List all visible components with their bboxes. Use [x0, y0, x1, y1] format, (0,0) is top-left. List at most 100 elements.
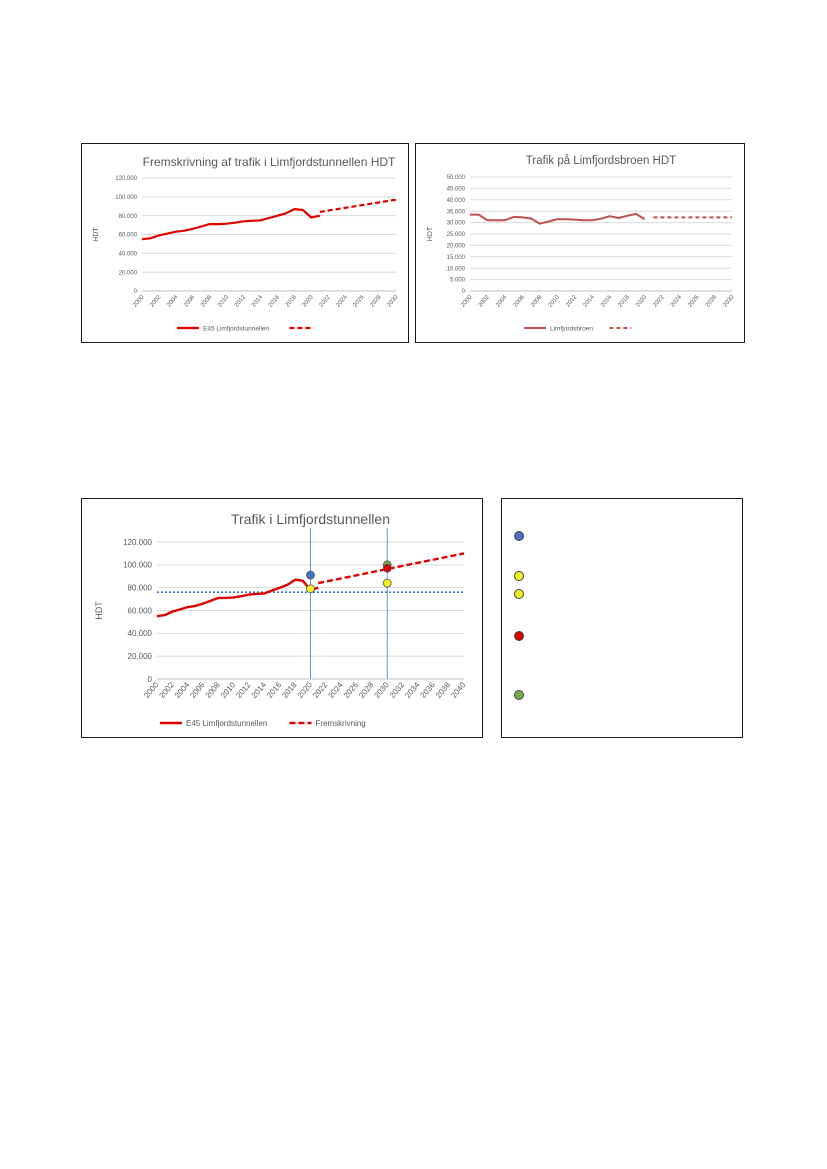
x-tick-label: 2026: [352, 294, 366, 309]
x-tick-label: 2020: [302, 294, 316, 309]
y-tick-label: 10.000: [447, 266, 466, 272]
x-tick-label: 2008: [204, 680, 223, 700]
x-tick-label: 2000: [460, 294, 474, 309]
x-tick-label: 2014: [250, 680, 269, 700]
legend-label: Fremskrivning: [316, 719, 366, 728]
chart-tunnel-projection-svg: Fremskrivning af trafik i Limfjordstunne…: [93, 155, 400, 332]
x-tick-label: 2006: [183, 294, 197, 309]
y-axis-label: HDT: [94, 601, 104, 620]
y-tick-label: 120.000: [115, 176, 137, 182]
x-tick-label: 2012: [234, 294, 248, 309]
chart-tunnel-traffic-svg: Trafik i Limfjordstunnellen 0 20.000 40.000…: [94, 511, 468, 728]
y-tick-label: 50.000: [447, 175, 466, 181]
x-tick-label: 2002: [478, 294, 492, 309]
x-tick-label: 2012: [565, 294, 579, 309]
series-line: [141, 207, 321, 241]
x-tick-label: 2002: [149, 294, 163, 309]
y-tick-label: 15.000: [447, 255, 466, 261]
x-tick-label: 2026: [342, 680, 361, 700]
x-tick-label: 2000: [132, 294, 146, 309]
chart-title: Trafik i Limfjordstunnellen: [231, 511, 390, 527]
x-tick-label: 2030: [386, 294, 400, 309]
y-tick-label: 25.000: [447, 232, 466, 238]
x-tick-label: 2010: [548, 294, 562, 309]
y-tick-label: 35.000: [447, 209, 466, 215]
y-tick-label: 30.000: [447, 221, 466, 227]
x-tick-label: 2024: [670, 294, 684, 309]
x-tick-label: 2038: [434, 680, 453, 700]
x-tick-label: 2022: [319, 294, 333, 309]
y-tick-label: 0: [462, 289, 466, 295]
x-tick-label: 2004: [166, 294, 180, 309]
x-tick-label: 2034: [403, 680, 422, 700]
y-tick-label: 20.000: [128, 652, 153, 661]
x-tick-label: 2036: [418, 680, 437, 700]
x-tick-label: 2018: [285, 294, 299, 309]
series-line: [470, 212, 646, 225]
data-point-marker: [306, 584, 315, 594]
marker-legend-dot: [514, 690, 524, 700]
y-tick-label: 80.000: [128, 583, 153, 592]
legend-label: E45 Limfjordstunnellen: [186, 719, 267, 728]
x-tick-label: 2006: [188, 680, 207, 700]
x-tick-label: 2018: [618, 294, 632, 309]
x-tick-label: 2004: [495, 294, 509, 309]
projection-series-line: [319, 198, 397, 213]
x-tick-label: 2010: [219, 680, 238, 700]
x-tick-label: 2000: [142, 680, 161, 700]
y-tick-label: 20.000: [447, 244, 466, 250]
x-tick-label: 2006: [513, 294, 527, 309]
chart-title: Fremskrivning af trafik i Limfjordstunne…: [143, 155, 396, 169]
x-tick-label: 2022: [311, 680, 330, 700]
marker-legend-box: [501, 498, 743, 738]
series-line: [156, 578, 319, 618]
y-tick-label: 20.000: [119, 270, 138, 276]
y-tick-label: 40.000: [128, 629, 153, 638]
x-tick-label: 2030: [722, 294, 736, 309]
y-tick-label: 100.000: [123, 561, 152, 570]
x-tick-label: 2020: [635, 294, 649, 309]
y-axis-label: HDT: [427, 226, 434, 241]
bridge-traffic-chart: Trafik på Limfjordsbroen HDT 0 5.000 10.000…: [415, 143, 745, 343]
y-tick-label: 0: [148, 675, 153, 684]
y-tick-label: 45.000: [447, 187, 466, 193]
y-tick-label: 0: [134, 289, 138, 295]
x-tick-label: 2014: [251, 294, 265, 309]
data-point-marker: [382, 563, 392, 573]
y-tick-label: 120.000: [123, 538, 152, 547]
x-tick-label: 2028: [705, 294, 719, 309]
y-tick-label: 40.000: [119, 251, 138, 257]
y-tick-label: 60.000: [128, 606, 153, 615]
x-tick-label: 2022: [652, 294, 666, 309]
x-tick-label: 2018: [280, 680, 299, 700]
x-tick-label: 2032: [388, 680, 407, 700]
y-tick-label: 5.000: [450, 278, 466, 284]
data-point-marker: [382, 578, 392, 588]
legend-label: E45 Limfjordstunnellen: [203, 325, 270, 332]
x-tick-label: 2016: [268, 294, 282, 309]
x-tick-label: 2028: [357, 680, 376, 700]
x-tick-label: 2014: [583, 294, 597, 309]
x-tick-label: 2030: [372, 680, 391, 700]
x-tick-label: 2016: [265, 680, 284, 700]
tunnel-traffic-chart: Trafik i Limfjordstunnellen 0 20.000 40.000…: [81, 498, 483, 738]
x-tick-label: 2028: [369, 294, 383, 309]
x-tick-label: 2024: [336, 294, 350, 309]
x-tick-label: 2040: [449, 680, 468, 700]
x-tick-label: 2008: [530, 294, 544, 309]
x-tick-label: 2020: [296, 680, 315, 700]
x-tick-label: 2026: [687, 294, 701, 309]
marker-legend-dot: [514, 589, 524, 599]
y-tick-label: 100.000: [115, 195, 137, 201]
y-tick-label: 60.000: [119, 233, 138, 239]
y-axis-label: HDT: [93, 227, 100, 242]
y-tick-label: 80.000: [119, 214, 138, 220]
x-tick-label: 2024: [326, 680, 345, 700]
x-tick-label: 2008: [200, 294, 214, 309]
x-tick-label: 2010: [217, 294, 231, 309]
chart-bridge-traffic-svg: Trafik på Limfjordsbroen HDT 0 5.000 10.000…: [427, 155, 736, 332]
marker-legend-dot: [514, 571, 524, 581]
y-tick-label: 40.000: [447, 198, 466, 204]
tunnel-projection-chart: Fremskrivning af trafik i Limfjordstunne…: [81, 143, 409, 343]
x-tick-label: 2004: [173, 680, 192, 700]
